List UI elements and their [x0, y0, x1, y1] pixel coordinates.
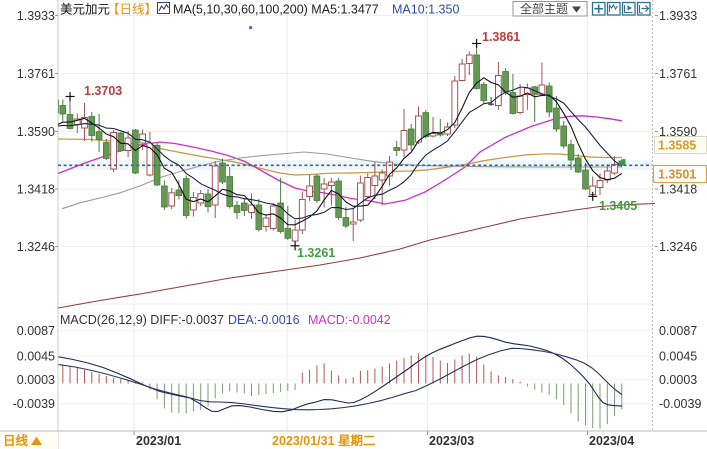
svg-text:2023/01: 2023/01 [136, 434, 181, 448]
svg-text:美元加元: 美元加元 [60, 3, 110, 17]
svg-text:2023/01/31 星期二: 2023/01/31 星期二 [272, 433, 376, 448]
svg-text:MA10:1.350: MA10:1.350 [392, 3, 459, 17]
svg-text:0.0045: 0.0045 [659, 350, 697, 364]
svg-text:日线: 日线 [3, 433, 29, 448]
svg-text:1.3590: 1.3590 [17, 125, 55, 139]
svg-text:1.3585: 1.3585 [658, 139, 696, 153]
svg-text:1.3405: 1.3405 [599, 199, 637, 213]
svg-text:1.3261: 1.3261 [297, 246, 335, 260]
svg-text:全部主题: 全部主题 [520, 1, 568, 16]
svg-text:1.3246: 1.3246 [659, 240, 697, 254]
svg-text:-0.0039: -0.0039 [659, 397, 701, 411]
svg-text:-0.0039: -0.0039 [13, 397, 55, 411]
svg-text:2023/04: 2023/04 [589, 434, 634, 448]
svg-text:1.3761: 1.3761 [17, 67, 55, 81]
svg-text:MACD:-0.0042: MACD:-0.0042 [308, 313, 391, 327]
svg-text:0.0003: 0.0003 [17, 373, 55, 387]
svg-text:0.0003: 0.0003 [659, 373, 697, 387]
svg-text:MA(5,10,30,60,100,200) MA5:1.: MA(5,10,30,60,100,200) MA5:1.3477 [173, 3, 379, 17]
svg-text:【日线】: 【日线】 [107, 3, 157, 17]
svg-text:1.3933: 1.3933 [17, 9, 55, 23]
svg-text:0.0087: 0.0087 [17, 324, 55, 338]
svg-text:1.3418: 1.3418 [659, 183, 697, 197]
svg-text:1.3861: 1.3861 [482, 30, 520, 44]
svg-text:1.3933: 1.3933 [659, 9, 697, 23]
svg-text:1.3761: 1.3761 [659, 67, 697, 81]
svg-text:0.0045: 0.0045 [17, 350, 55, 364]
svg-text:2023/03: 2023/03 [429, 434, 474, 448]
svg-text:1.3590: 1.3590 [659, 125, 697, 139]
svg-text:0.0087: 0.0087 [659, 324, 697, 338]
svg-text:1.3501: 1.3501 [658, 168, 696, 182]
svg-text:DEA:-0.0016: DEA:-0.0016 [228, 313, 300, 327]
svg-text:MACD(26,12,9) DIFF:-0.0037: MACD(26,12,9) DIFF:-0.0037 [60, 313, 224, 327]
svg-text:1.3703: 1.3703 [84, 84, 122, 98]
svg-text:1.3246: 1.3246 [17, 240, 55, 254]
svg-text:1.3418: 1.3418 [17, 183, 55, 197]
